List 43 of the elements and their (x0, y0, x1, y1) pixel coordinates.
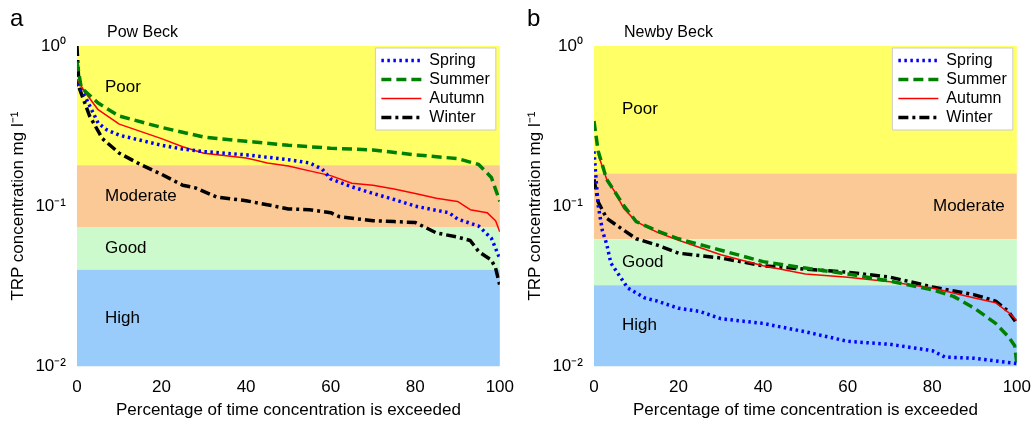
x-tick-label: 100 (485, 377, 515, 397)
y-tick-label: 10⁻¹ (35, 195, 67, 215)
band-label: High (104, 307, 140, 327)
y-tick-label: 10⁻² (35, 355, 67, 375)
y-tick-label: 10⁻² (552, 355, 584, 375)
x-axis-title: Percentage of time concentration is exceeded (115, 400, 461, 420)
x-tick-label: 0 (72, 377, 82, 397)
x-tick-label: 60 (838, 377, 858, 397)
x-tick-label: 60 (321, 377, 341, 397)
x-tick-label: 100 (1002, 377, 1032, 397)
y-tick-label: 10⁰ (41, 35, 66, 55)
legend-label: Summer (429, 69, 491, 87)
x-tick-label: 80 (922, 377, 942, 397)
chart-title: Newby Beck (623, 23, 714, 40)
y-tick-label: 10⁰ (558, 35, 583, 55)
x-tick-label: 40 (236, 377, 256, 397)
x-tick-label: 0 (589, 377, 599, 397)
band-label: Good (621, 252, 664, 272)
x-tick-label: 20 (669, 377, 688, 397)
y-axis-title: TRP concentration mg l⁻¹ (7, 111, 27, 301)
band-label: Moderate (104, 185, 177, 205)
legend-label: Autumn (946, 88, 1002, 106)
chart-title: Pow Beck (106, 23, 180, 40)
legend-label: Spring (429, 50, 476, 68)
line-series (76, 46, 500, 288)
band-label: Good (104, 238, 147, 258)
band-label: Poor (621, 99, 659, 119)
x-tick-label: 20 (152, 377, 171, 397)
band-label: High (621, 315, 657, 335)
legend-label: Spring (946, 50, 993, 68)
band-label: Poor (104, 77, 142, 97)
legend-label: Autumn (429, 88, 485, 106)
legend-label: Winter (946, 107, 994, 125)
text: b (527, 4, 541, 31)
x-tick-label: 80 (405, 377, 425, 397)
legend-label: Winter (429, 107, 477, 125)
y-tick-label: 10⁻¹ (552, 195, 584, 215)
x-axis-title: Percentage of time concentration is exceeded (632, 400, 978, 420)
y-axis-title: TRP concentration mg l⁻¹ (524, 111, 544, 301)
text: a (10, 4, 24, 31)
legend-label: Summer (946, 69, 1008, 87)
band-label: Moderate (933, 196, 1005, 216)
x-tick-label: 40 (753, 377, 773, 397)
